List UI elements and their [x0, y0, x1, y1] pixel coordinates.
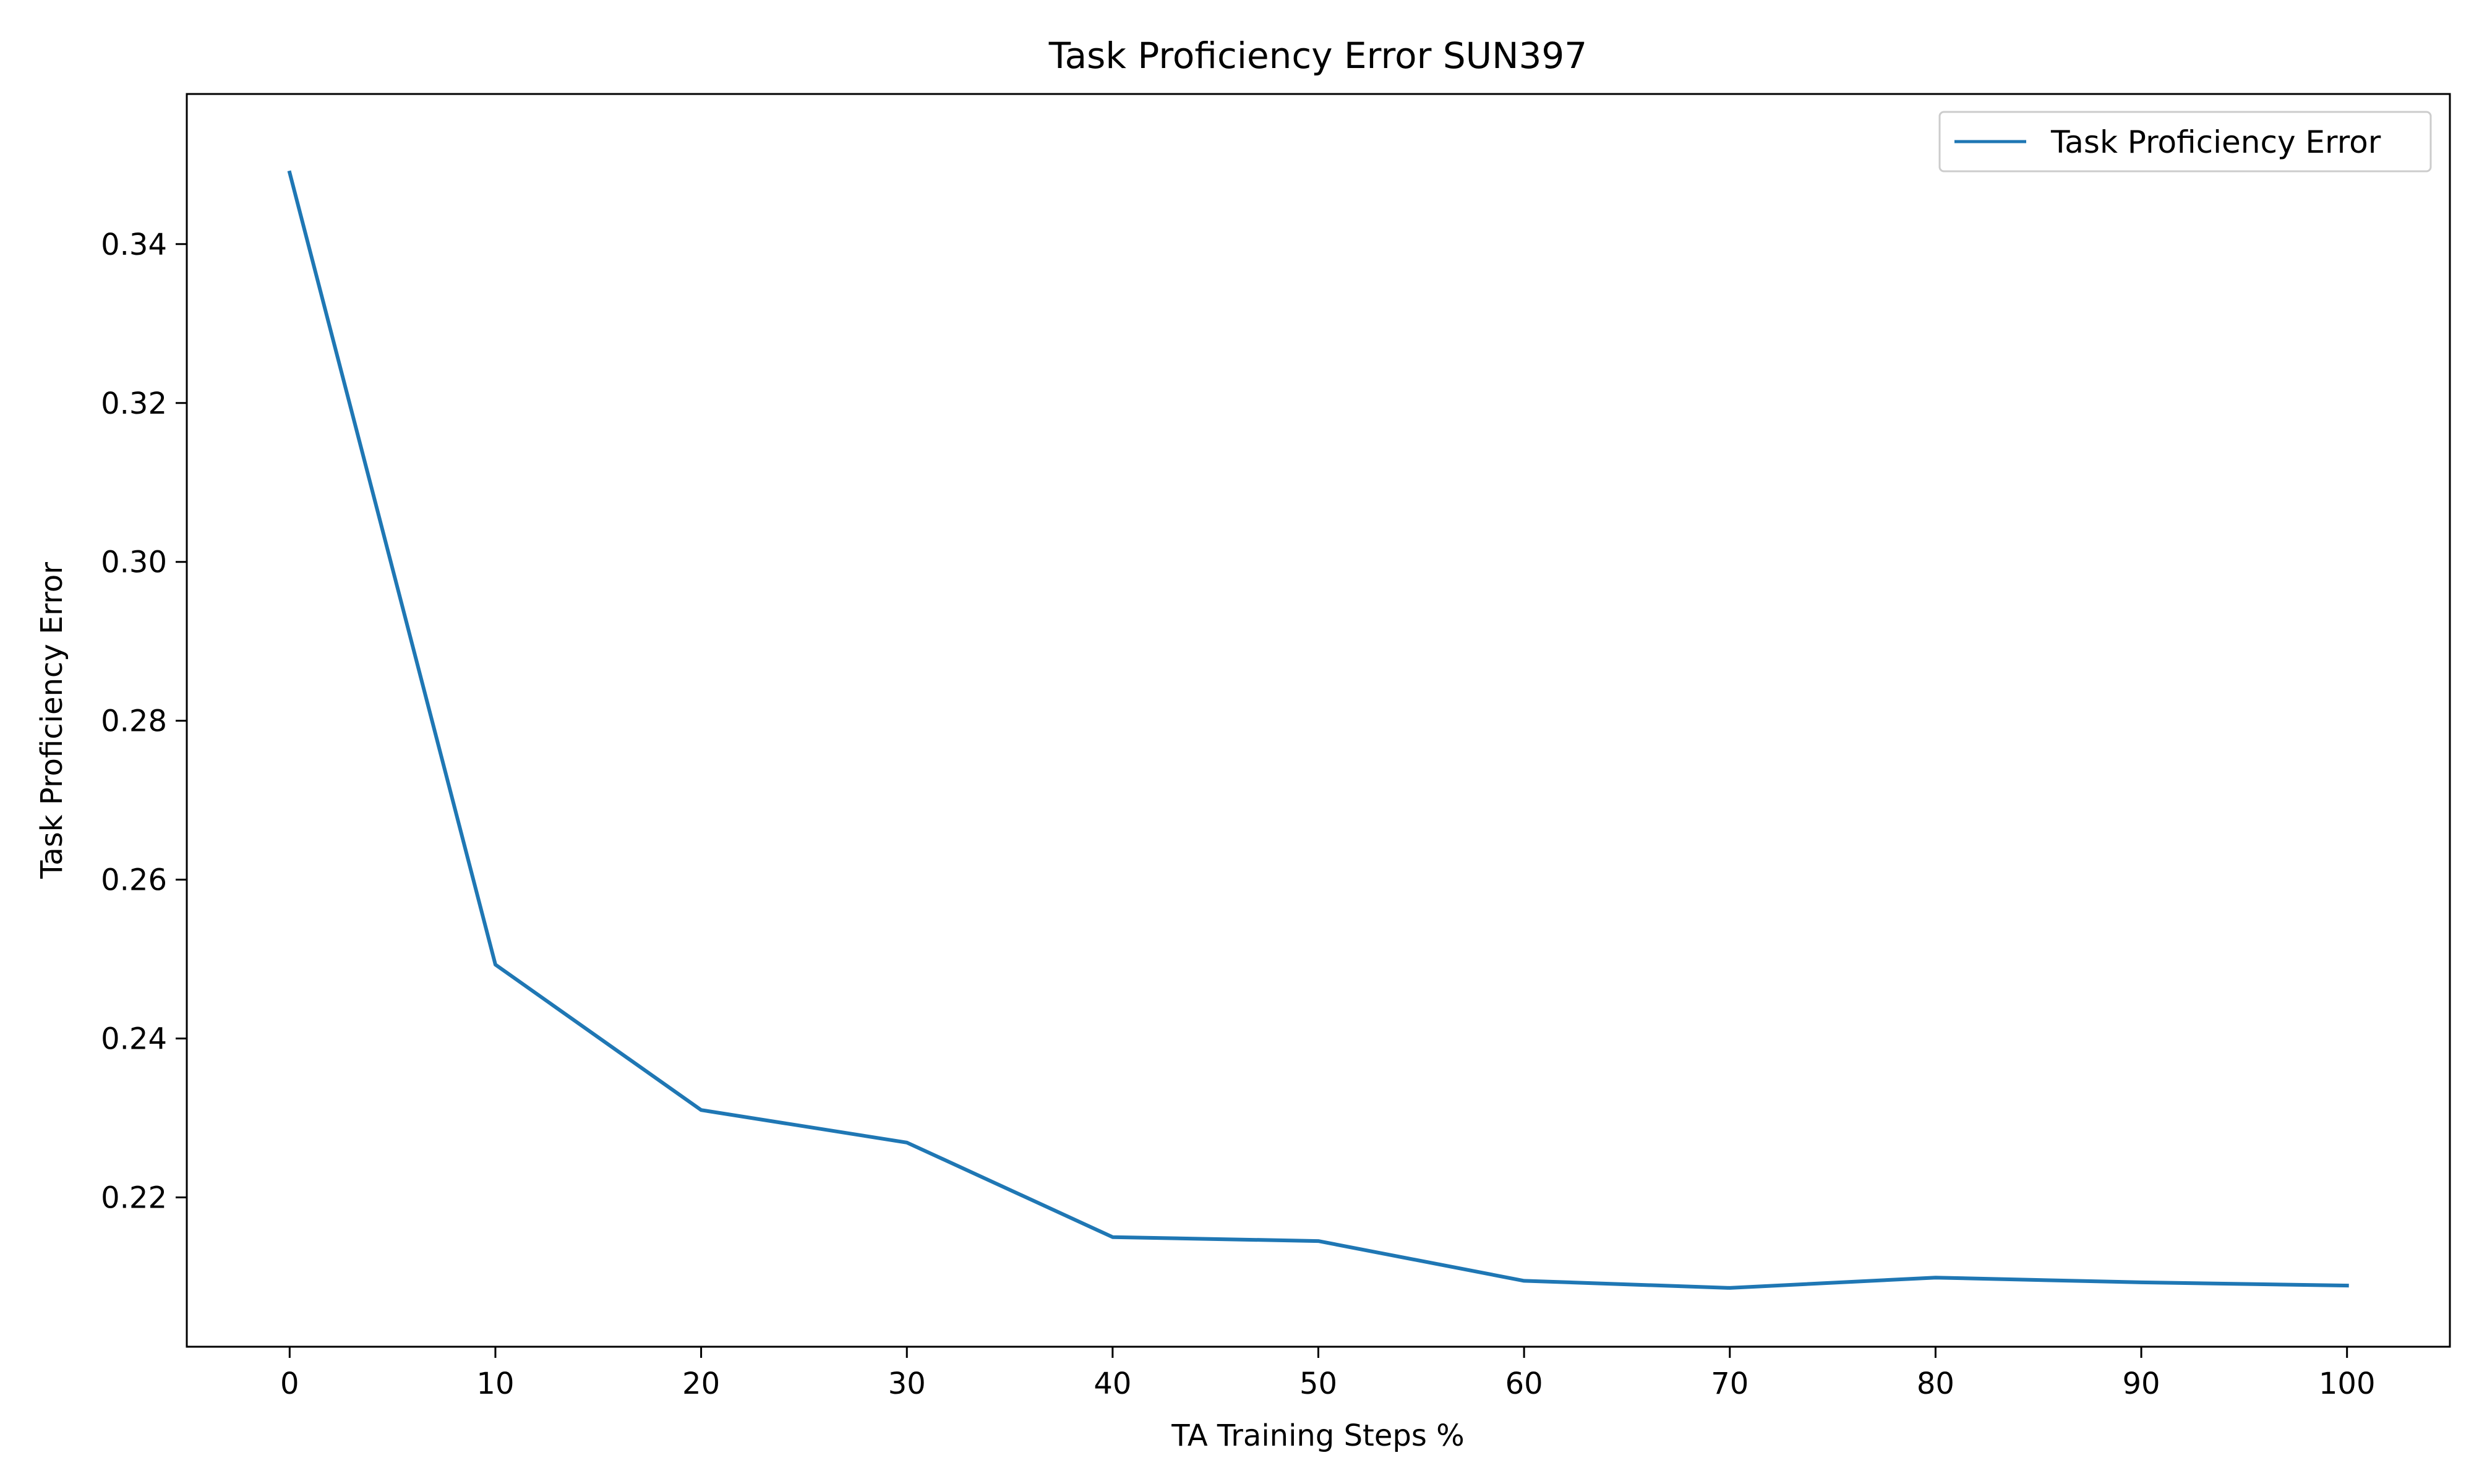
chart-title: Task Proficiency Error SUN397	[1048, 35, 1587, 77]
y-tick-label: 0.30	[101, 545, 167, 580]
x-tick-label: 50	[1299, 1367, 1337, 1401]
x-tick-label: 60	[1505, 1367, 1543, 1401]
x-axis-label: TA Training Steps %	[1171, 1418, 1465, 1453]
y-axis-label: Task Proficiency Error	[35, 562, 69, 879]
x-tick-label: 20	[682, 1367, 720, 1401]
legend-box	[1938, 111, 2432, 173]
x-tick-label: 90	[2123, 1367, 2160, 1401]
legend-label: Task Proficiency Error	[2050, 124, 2381, 160]
legend: Task Proficiency Error	[1938, 111, 2432, 173]
y-tick-label: 0.28	[101, 704, 167, 739]
x-tick-label: 100	[2319, 1367, 2376, 1401]
x-tick-label: 80	[1917, 1367, 1954, 1401]
series-line	[287, 170, 2349, 1290]
x-axis-ticks: 0 10 20 30 40 50 60 70 80 90 100	[280, 1347, 2375, 1401]
series-layer	[287, 170, 2349, 1290]
y-tick-label: 0.32	[101, 386, 167, 421]
y-tick-label: 0.24	[101, 1022, 167, 1057]
x-tick-label: 70	[1711, 1367, 1748, 1401]
x-tick-label: 0	[280, 1367, 299, 1401]
x-tick-label: 40	[1094, 1367, 1131, 1401]
x-tick-label: 10	[476, 1367, 514, 1401]
y-tick-label: 0.34	[101, 228, 167, 262]
y-tick-label: 0.22	[101, 1180, 167, 1215]
y-axis-ticks: 0.22 0.24 0.26 0.28 0.30 0.32 0.34	[101, 228, 187, 1215]
x-tick-label: 30	[888, 1367, 926, 1401]
y-tick-label: 0.26	[101, 863, 167, 898]
